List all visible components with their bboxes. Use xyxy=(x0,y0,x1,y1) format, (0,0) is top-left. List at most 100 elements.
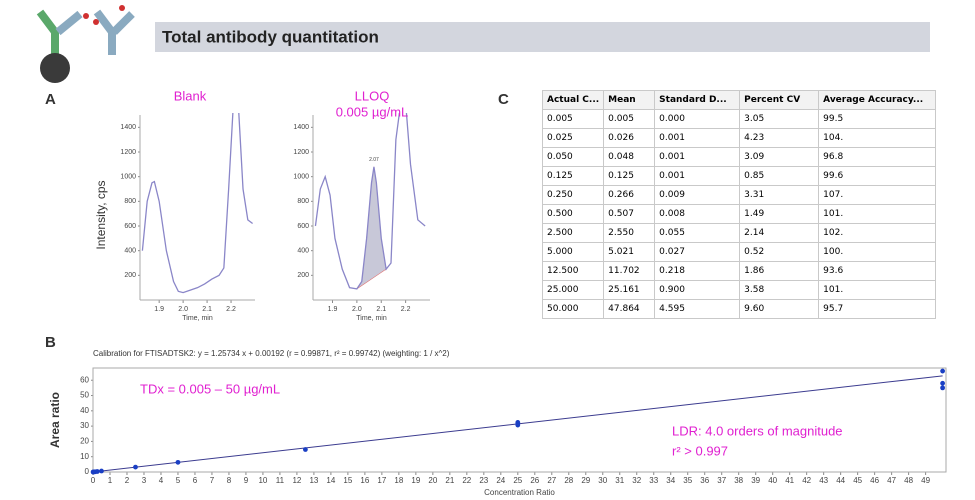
annotation: TDx = 0.005 – 50 µg/mL xyxy=(140,381,280,396)
x-tick-label: 11 xyxy=(276,476,285,485)
table-cell: 0.507 xyxy=(603,204,656,224)
y-tick-label: 40 xyxy=(80,406,89,415)
y-axis-label: Area ratio xyxy=(48,392,62,448)
x-tick-label: 32 xyxy=(632,476,641,485)
x-tick-label: 23 xyxy=(479,476,488,485)
table-cell: 0.500 xyxy=(541,204,605,224)
data-point xyxy=(940,380,946,386)
table-cell: 0.218 xyxy=(654,261,741,281)
x-tick-label: 28 xyxy=(564,476,573,485)
panel-label: A xyxy=(45,91,56,108)
data-point xyxy=(175,459,181,465)
x-tick-label: 29 xyxy=(581,476,590,485)
x-tick-label: 1 xyxy=(108,476,113,485)
y-tick-label: 800 xyxy=(124,198,136,205)
x-tick-label: 39 xyxy=(751,476,760,485)
y-tick-label: 0 xyxy=(85,467,90,476)
table-cell: 9.60 xyxy=(739,299,820,319)
table-row: 0.500 0.507 0.008 1.49 101. xyxy=(541,204,937,224)
x-tick-label: 2.2 xyxy=(401,306,411,313)
column-header: Percent CV xyxy=(739,90,820,110)
y-tick-label: 1400 xyxy=(293,124,309,131)
data-point xyxy=(515,422,521,428)
table-cell: 12.500 xyxy=(541,261,605,281)
x-tick-label: 24 xyxy=(496,476,505,485)
table-cell: 0.027 xyxy=(654,242,741,262)
table-cell: 5.000 xyxy=(541,242,605,262)
table-cell: 107. xyxy=(818,185,937,205)
table-cell: 0.85 xyxy=(739,166,820,186)
table-cell: 99.6 xyxy=(818,166,937,186)
table-cell: 0.000 xyxy=(654,109,741,129)
table-cell: 3.58 xyxy=(739,280,820,300)
table-cell: 0.001 xyxy=(654,128,741,148)
table-row: 12.500 11.702 0.218 1.86 93.6 xyxy=(541,261,937,281)
y-tick-label: 1200 xyxy=(293,149,309,156)
table-cell: 93.6 xyxy=(818,261,937,281)
x-tick-label: 30 xyxy=(598,476,607,485)
x-tick-label: 42 xyxy=(802,476,811,485)
x-tick-label: 36 xyxy=(700,476,709,485)
annotation: LDR: 4.0 orders of magnitude xyxy=(672,423,843,438)
x-tick-label: 15 xyxy=(343,476,352,485)
y-tick-label: 800 xyxy=(297,198,309,205)
x-tick-label: 49 xyxy=(921,476,930,485)
table-cell: 3.31 xyxy=(739,185,820,205)
table-cell: 2.500 xyxy=(541,223,605,243)
y-tick-label: 20 xyxy=(80,437,89,446)
x-tick-label: 19 xyxy=(411,476,420,485)
x-tick-label: 45 xyxy=(853,476,862,485)
table-cell: 0.001 xyxy=(654,147,741,167)
table-cell: 0.125 xyxy=(541,166,605,186)
y-tick-label: 1000 xyxy=(120,174,136,181)
x-tick-label: 18 xyxy=(394,476,403,485)
x-tick-label: 3 xyxy=(142,476,147,485)
table-cell: 0.048 xyxy=(603,147,656,167)
table-cell: 25.161 xyxy=(603,280,656,300)
x-tick-label: 6 xyxy=(193,476,198,485)
table-cell: 0.005 xyxy=(541,109,605,129)
x-tick-label: 37 xyxy=(717,476,726,485)
x-tick-label: 22 xyxy=(462,476,471,485)
y-tick-label: 200 xyxy=(297,272,309,279)
data-point xyxy=(303,447,308,452)
y-tick-label: 1200 xyxy=(120,149,136,156)
y-tick-label: 1000 xyxy=(293,174,309,181)
x-tick-label: 5 xyxy=(176,476,181,485)
table-cell: 101. xyxy=(818,204,937,224)
table-cell: 95.7 xyxy=(818,299,937,319)
table-cell: 2.14 xyxy=(739,223,820,243)
annotation: r² > 0.997 xyxy=(672,443,728,458)
table-row: 50.000 47.864 4.595 9.60 95.7 xyxy=(541,299,937,319)
x-tick-label: 1.9 xyxy=(328,306,338,313)
table-cell: 0.900 xyxy=(654,280,741,300)
table-cell: 0.001 xyxy=(654,166,741,186)
x-tick-label: 40 xyxy=(768,476,777,485)
table-row: 5.000 5.021 0.027 0.52 100. xyxy=(541,242,937,262)
table-cell: 4.595 xyxy=(654,299,741,319)
x-tick-label: 33 xyxy=(649,476,658,485)
x-tick-label: 12 xyxy=(292,476,301,485)
table-cell: 3.09 xyxy=(739,147,820,167)
table-cell: 2.550 xyxy=(603,223,656,243)
y-tick-label: 400 xyxy=(297,248,309,255)
x-tick-label: 44 xyxy=(836,476,845,485)
table-row: 25.000 25.161 0.900 3.58 101. xyxy=(541,280,937,300)
y-tick-label: 60 xyxy=(80,375,89,384)
chart-title: Calibration for FTISADTSK2: y = 1.25734 … xyxy=(93,349,450,358)
x-tick-label: 2.0 xyxy=(178,306,188,313)
x-axis-label: Time, min xyxy=(356,315,387,322)
table-cell: 4.23 xyxy=(739,128,820,148)
y-tick-label: 400 xyxy=(124,248,136,255)
y-tick-label: 50 xyxy=(80,391,89,400)
peak-label: 2.07 xyxy=(369,157,379,163)
table-cell: 0.008 xyxy=(654,204,741,224)
table-cell: 5.021 xyxy=(603,242,656,262)
x-tick-label: 17 xyxy=(377,476,386,485)
table-cell: 96.8 xyxy=(818,147,937,167)
x-tick-label: 2.2 xyxy=(226,306,236,313)
antibody-icon xyxy=(36,5,930,83)
table-cell: 1.86 xyxy=(739,261,820,281)
x-tick-label: 13 xyxy=(309,476,318,485)
